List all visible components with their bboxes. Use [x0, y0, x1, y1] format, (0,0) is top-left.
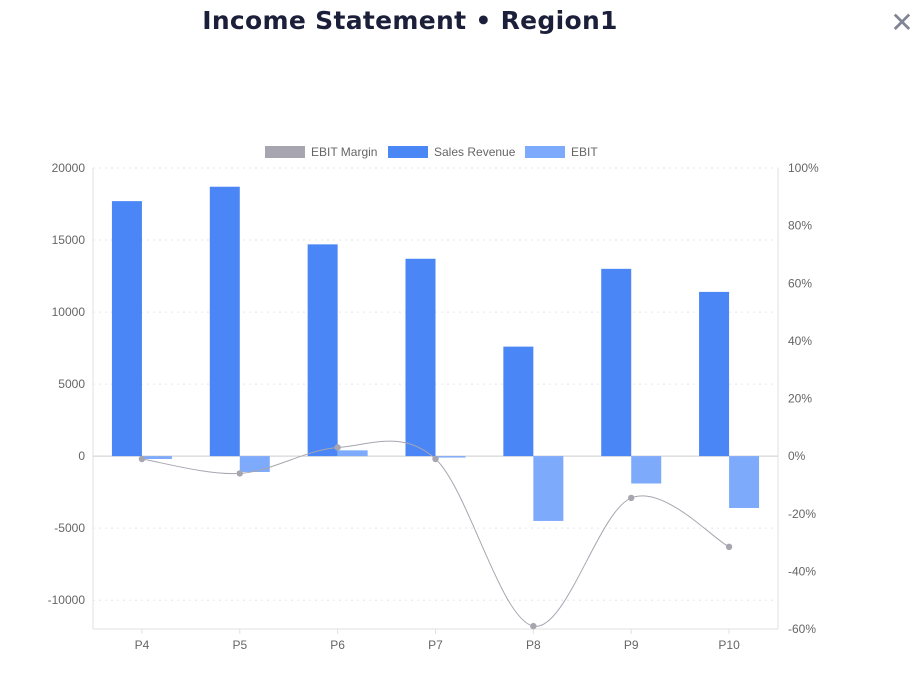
bar-sales-revenue: [405, 258, 436, 457]
x-tick-label: P4: [135, 638, 150, 652]
bar-ebit: [141, 456, 172, 460]
y-tick-label-left: -5000: [54, 521, 85, 535]
x-tick-label: P7: [428, 638, 443, 652]
y-tick-label-right: -60%: [788, 622, 816, 636]
point-ebit-margin: [334, 444, 341, 451]
y-tick-label-right: 40%: [788, 334, 812, 348]
y-tick-label-right: 60%: [788, 276, 812, 290]
y-tick-label-left: 20000: [52, 161, 86, 175]
bar-sales-revenue: [503, 346, 534, 457]
legend-swatch: [388, 146, 428, 158]
bar-ebit: [337, 450, 368, 457]
legend-label: Sales Revenue: [434, 145, 516, 159]
point-ebit-margin: [530, 622, 537, 630]
x-tick-label: P5: [232, 638, 247, 652]
point-ebit-margin: [432, 455, 439, 463]
point-ebit-margin: [236, 470, 243, 477]
bar-sales-revenue: [699, 291, 730, 457]
y-tick-label-right: 100%: [788, 161, 819, 175]
legend-label: EBIT: [571, 145, 598, 159]
x-tick-label: P8: [526, 638, 541, 652]
point-ebit-margin: [725, 543, 733, 551]
y-tick-label-left: 5000: [58, 377, 85, 391]
point-ebit-margin: [138, 455, 146, 463]
bar-ebit: [435, 456, 466, 458]
bar-sales-revenue: [111, 201, 142, 457]
bar-sales-revenue: [209, 186, 240, 457]
y-tick-label-left: 15000: [52, 233, 86, 247]
bar-sales-revenue: [601, 268, 632, 457]
y-tick-label-right: -40%: [788, 564, 816, 578]
bar-ebit: [729, 456, 760, 508]
bar-ebit: [631, 456, 662, 484]
bar-sales-revenue: [307, 244, 338, 457]
x-tick-label: P6: [330, 638, 345, 652]
y-tick-label-right: -20%: [788, 507, 816, 521]
close-icon[interactable]: ✕: [890, 6, 914, 39]
bar-ebit: [239, 456, 270, 472]
x-tick-label: P10: [718, 638, 740, 652]
y-tick-label-right: 20%: [788, 392, 812, 406]
y-tick-label-right: 80%: [788, 219, 812, 233]
y-tick-label-left: 10000: [52, 305, 86, 319]
y-tick-label-left: -10000: [48, 593, 86, 607]
y-tick-label-right: 0%: [788, 449, 806, 463]
legend-label: EBIT Margin: [311, 145, 377, 159]
legend-swatch: [265, 146, 305, 158]
page-title: Income Statement • Region1: [202, 6, 618, 35]
legend-swatch: [525, 146, 565, 158]
bar-ebit: [533, 456, 564, 521]
y-tick-label-left: 0: [78, 449, 85, 463]
x-tick-label: P9: [624, 638, 639, 652]
point-ebit-margin: [628, 494, 635, 502]
